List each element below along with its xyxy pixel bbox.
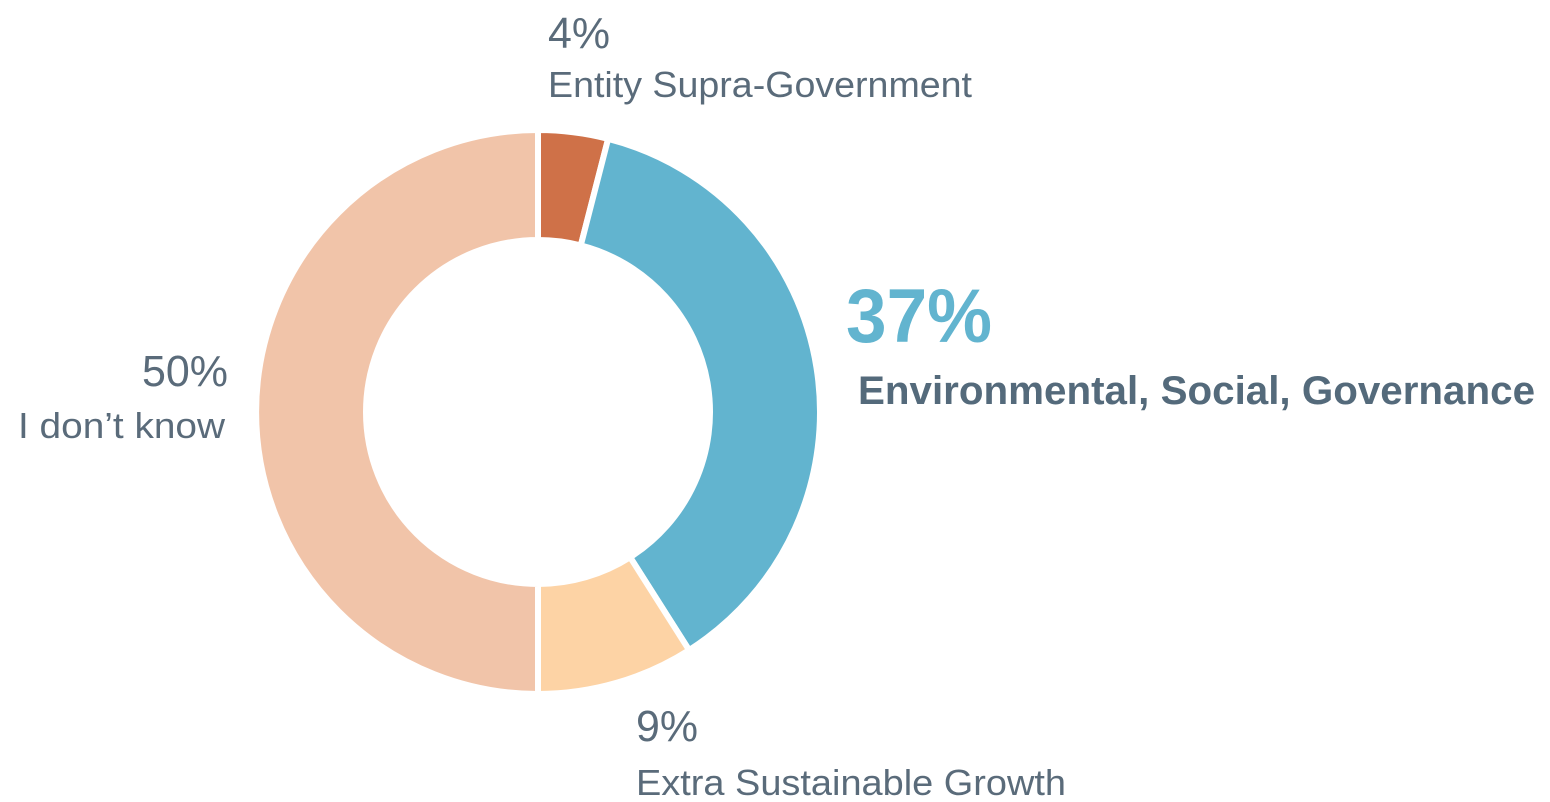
value-label: 37% (846, 274, 992, 359)
category-label: Extra Sustainable Growth (636, 762, 1066, 802)
category-label: Environmental, Social, Governance (858, 369, 1535, 413)
value-label: 9% (636, 702, 698, 751)
category-label: I don’t know (18, 405, 226, 446)
value-label: 4% (548, 9, 610, 58)
category-label: Entity Supra-Government (548, 64, 972, 105)
donut-slice (253, 126, 541, 698)
donut-slice (577, 135, 823, 655)
value-label: 50% (142, 347, 228, 396)
donut (253, 126, 823, 698)
